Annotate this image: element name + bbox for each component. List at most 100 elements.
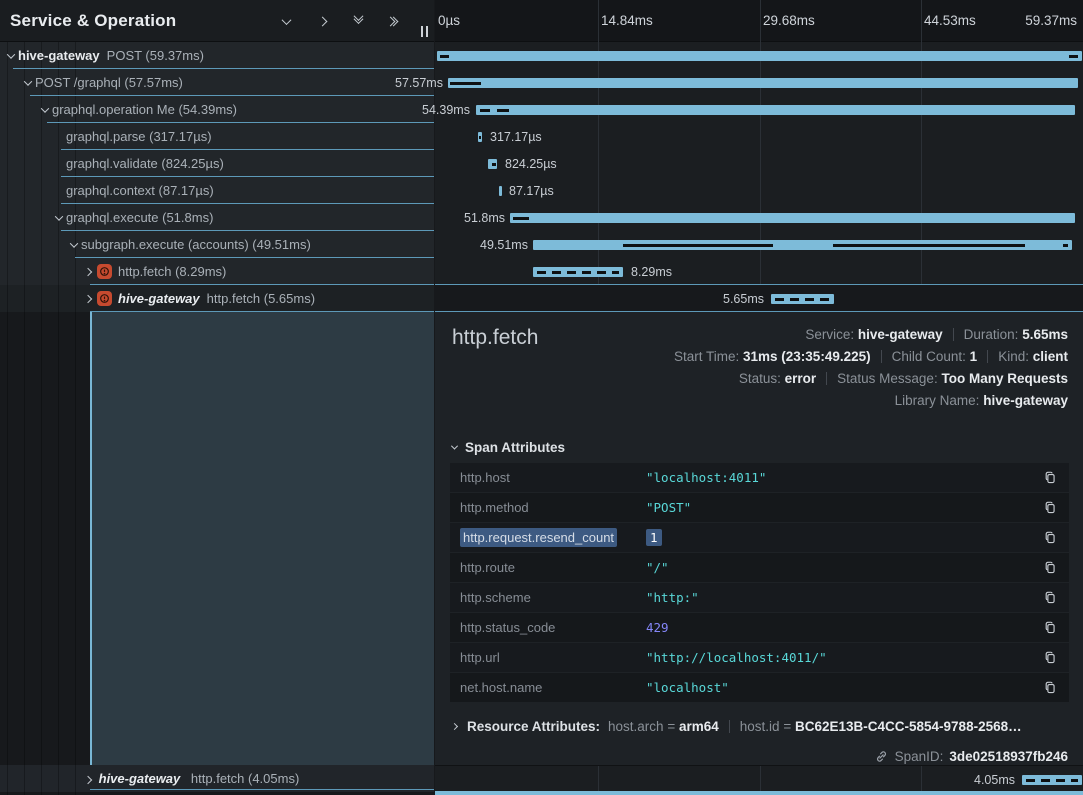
chevron-down-icon[interactable] — [4, 53, 18, 59]
span-bar[interactable] — [1022, 775, 1082, 785]
copy-icon[interactable] — [1043, 530, 1058, 545]
timeline-rows: 57.57ms 54.39ms 317.17µs 824.25µs — [435, 42, 1083, 312]
span-bar-row: 54.39ms — [435, 96, 1083, 123]
partial-span-bar[interactable] — [435, 791, 1083, 795]
attribute-row[interactable]: http.status_code 429 — [450, 613, 1069, 642]
span-bar[interactable] — [488, 159, 497, 169]
attribute-key: http.route — [450, 560, 646, 575]
attribute-value: "http://localhost:4011/" — [646, 650, 1031, 665]
attribute-row[interactable]: http.scheme "http:" — [450, 583, 1069, 612]
resource-attr-key: host.arch — [608, 719, 664, 734]
meta-line-3: Status: errorStatus Message: Too Many Re… — [674, 368, 1068, 390]
tree-row-graphql-operation[interactable]: graphql.operation Me (54.39ms) — [0, 96, 434, 123]
attribute-row[interactable]: net.host.name "localhost" — [450, 673, 1069, 702]
attribute-row-selected[interactable]: http.request.resend_count 1 — [450, 523, 1069, 552]
attribute-row[interactable]: http.host "localhost:4011" — [450, 463, 1069, 492]
tree-row-http-fetch-829[interactable]: http.fetch (8.29ms) — [0, 258, 434, 285]
attribute-value: 429 — [646, 620, 1031, 635]
span-tree: hive-gateway POST (59.37ms) POST /graphq… — [0, 42, 434, 312]
chevron-down-icon[interactable] — [38, 107, 52, 113]
span-id-label: SpanID: — [895, 749, 944, 764]
meta-start-time: 31ms (23:35:49.225) — [743, 349, 871, 364]
attribute-value: "http:" — [646, 590, 1031, 605]
copy-icon[interactable] — [1043, 620, 1058, 635]
tick-label: 14.84ms — [601, 13, 653, 28]
bar-duration-label: 49.51ms — [480, 238, 528, 252]
bar-duration-label: 4.05ms — [974, 773, 1015, 787]
span-bar-row: 8.29ms — [435, 258, 1083, 285]
span-bar-row — [435, 42, 1083, 69]
span-bar[interactable] — [510, 213, 1075, 223]
chevron-right-icon[interactable] — [81, 269, 95, 275]
copy-icon[interactable] — [1043, 590, 1058, 605]
panel-resize-handle[interactable] — [421, 26, 428, 37]
span-bar-row: 51.8ms — [435, 204, 1083, 231]
chevron-right-icon[interactable] — [81, 296, 95, 302]
span-bar[interactable] — [533, 240, 1072, 250]
span-label: graphql.execute (51.8ms) — [66, 210, 213, 225]
link-icon[interactable] — [874, 749, 889, 764]
attribute-row[interactable]: http.url "http://localhost:4011/" — [450, 643, 1069, 672]
tree-row-graphql-parse[interactable]: graphql.parse (317.17µs) — [0, 123, 434, 150]
tree-row-post-graphql[interactable]: POST /graphql (57.57ms) — [0, 69, 434, 96]
detail-meta: Service: hive-gatewayDuration: 5.65ms St… — [674, 324, 1068, 412]
collapse-one-icon[interactable] — [278, 13, 294, 29]
meta-line-2: Start Time: 31ms (23:35:49.225)Child Cou… — [674, 346, 1068, 368]
service-operation-panel: Service & Operation hive-gateway POST (5… — [0, 0, 434, 795]
tree-row-graphql-validate[interactable]: graphql.validate (824.25µs) — [0, 150, 434, 177]
attribute-value-highlighted: 1 — [646, 529, 662, 546]
copy-icon[interactable] — [1043, 500, 1058, 515]
resource-attr-value: BC62E13B-C4CC-5854-9788-2568… — [795, 719, 1022, 734]
meta-library-name: hive-gateway — [983, 393, 1068, 408]
meta-line-4: Library Name: hive-gateway — [674, 390, 1068, 412]
collapse-all-icon[interactable] — [350, 13, 366, 29]
attribute-row[interactable]: http.route "/" — [450, 553, 1069, 582]
chevron-right-icon — [451, 723, 458, 730]
meta-status-message: Too Many Requests — [941, 371, 1068, 386]
timeline-header: 0µs 14.84ms 29.68ms 44.53ms 59.37ms — [435, 0, 1083, 42]
attribute-key: http.url — [450, 650, 646, 665]
copy-icon[interactable] — [1043, 650, 1058, 665]
span-label: http.fetch (8.29ms) — [118, 264, 226, 279]
span-bar[interactable] — [533, 267, 623, 277]
tree-row-graphql-execute[interactable]: graphql.execute (51.8ms) — [0, 204, 434, 231]
tree-row-graphql-context[interactable]: graphql.context (87.17µs) — [0, 177, 434, 204]
tick-label: 59.37ms — [1025, 13, 1077, 28]
tree-row-http-fetch-565-selected[interactable]: hive-gateway http.fetch (5.65ms) — [0, 285, 434, 312]
span-bar[interactable] — [771, 294, 834, 304]
meta-duration: 5.65ms — [1022, 327, 1068, 342]
span-bar-row: 824.25µs — [435, 150, 1083, 177]
meta-service: hive-gateway — [858, 327, 943, 342]
chevron-down-icon[interactable] — [52, 215, 66, 221]
span-bar[interactable] — [448, 78, 1078, 88]
bar-duration-label: 87.17µs — [509, 184, 554, 198]
span-bar[interactable] — [437, 51, 1082, 61]
span-bar[interactable] — [499, 186, 502, 196]
expand-one-icon[interactable] — [314, 13, 330, 29]
span-service: hive-gateway — [18, 48, 100, 63]
selected-span-expansion-block — [90, 312, 434, 765]
meta-line-1: Service: hive-gatewayDuration: 5.65ms — [674, 324, 1068, 346]
tree-row-hive-gateway-post[interactable]: hive-gateway POST (59.37ms) — [0, 42, 434, 69]
chevron-right-icon[interactable] — [81, 777, 95, 783]
copy-icon[interactable] — [1043, 470, 1058, 485]
attribute-key: http.status_code — [450, 620, 646, 635]
copy-icon[interactable] — [1043, 680, 1058, 695]
span-label: POST /graphql (57.57ms) — [35, 75, 183, 90]
chevron-down-icon[interactable] — [67, 242, 81, 248]
bar-duration-label: 5.65ms — [723, 292, 764, 306]
tree-row-http-fetch-405[interactable]: hive-gateway http.fetch (4.05ms) — [0, 765, 434, 792]
chevron-down-icon[interactable] — [21, 80, 35, 86]
bar-duration-label: 57.57ms — [395, 76, 443, 90]
attribute-row[interactable]: http.method "POST" — [450, 493, 1069, 522]
tree-row-subgraph-execute[interactable]: subgraph.execute (accounts) (49.51ms) — [0, 231, 434, 258]
span-bar[interactable] — [478, 132, 482, 142]
span-attributes-header[interactable]: Span Attributes — [452, 440, 565, 455]
copy-icon[interactable] — [1043, 560, 1058, 575]
meta-child-count: 1 — [970, 349, 978, 364]
expand-all-icon[interactable] — [386, 13, 402, 29]
attribute-key: http.scheme — [450, 590, 646, 605]
attribute-value: "localhost:4011" — [646, 470, 1031, 485]
resource-attributes-row[interactable]: Resource Attributes: host.arch = arm64 h… — [452, 719, 1022, 734]
span-bar[interactable] — [476, 105, 1075, 115]
